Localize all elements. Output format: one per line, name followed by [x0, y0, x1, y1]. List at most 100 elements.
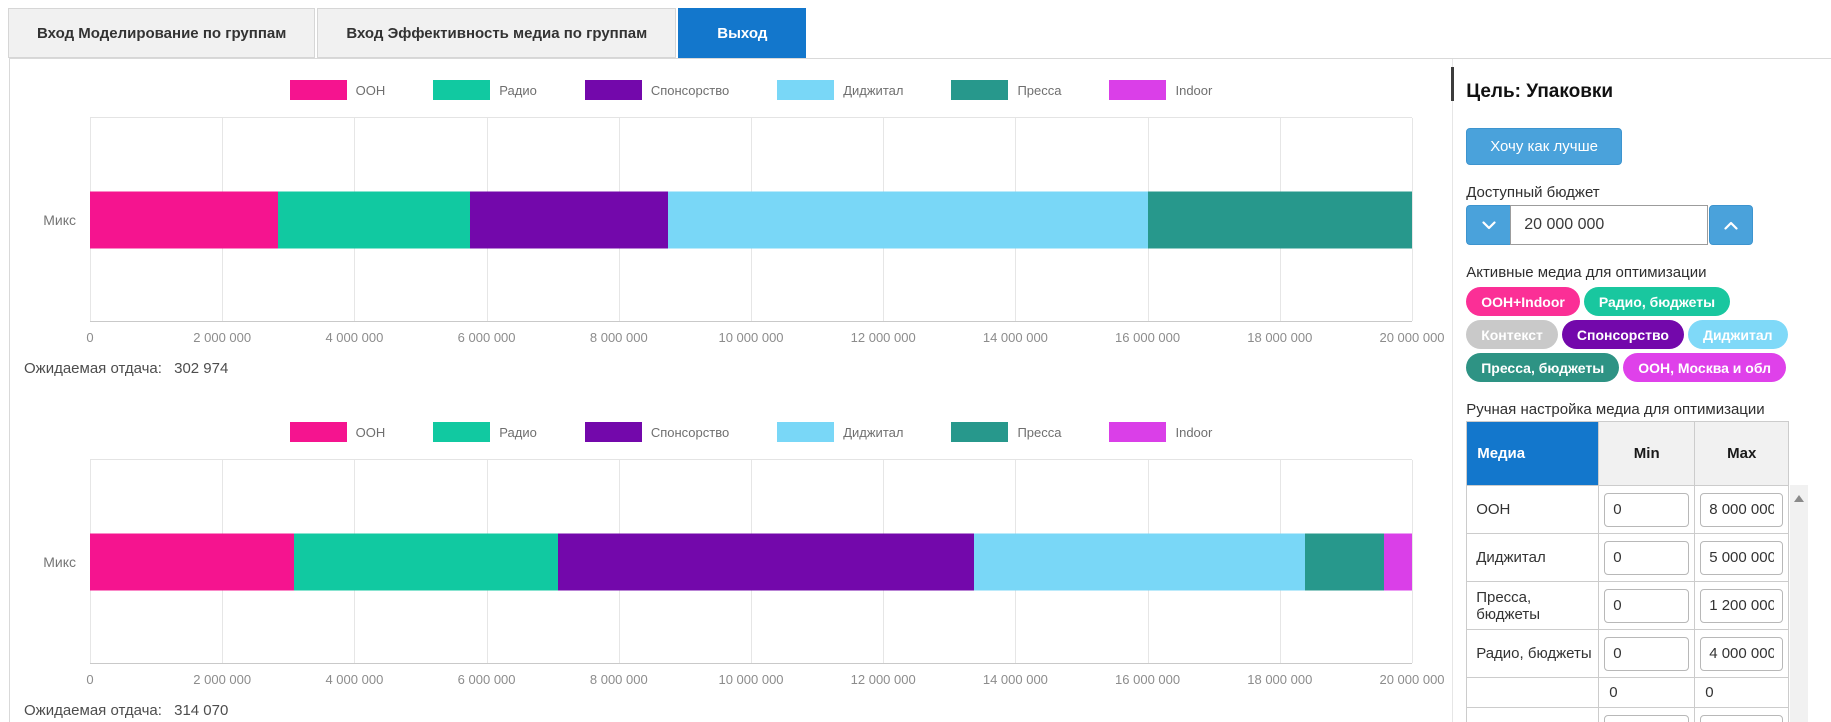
plot-area — [90, 117, 1413, 322]
optimize-button[interactable]: Хочу как лучше — [1466, 128, 1622, 165]
x-tick-label: 10 000 000 — [718, 672, 784, 687]
max-input[interactable] — [1700, 636, 1784, 671]
media-pill[interactable]: Диджитал — [1687, 320, 1788, 349]
min-cell — [1598, 629, 1696, 678]
min-cell: 0 — [1598, 677, 1696, 708]
goal-title: Цель: Упаковки — [1466, 81, 1614, 102]
table-scrollbar[interactable] — [1790, 485, 1809, 722]
media-name-cell: ООН — [1466, 485, 1600, 534]
bar-segment — [557, 533, 975, 590]
legend-swatch — [951, 422, 1009, 442]
legend-label: Радио — [499, 82, 537, 98]
bar-segment — [974, 533, 1305, 590]
media-name-cell — [1466, 677, 1600, 708]
legend-item: ООН — [289, 422, 386, 442]
tab-bar: Вход Моделирование по группам Вход Эффек… — [0, 0, 1831, 58]
legend-label: Диджитал — [843, 424, 904, 440]
max-input[interactable] — [1700, 714, 1784, 722]
x-tick-label: 6 000 000 — [457, 672, 516, 687]
legend-label: ООН — [355, 424, 386, 440]
column-header-min: Min — [1598, 421, 1696, 486]
min-input[interactable] — [1604, 492, 1690, 527]
charts-area: ООН Радио Спонсорство Диджитал Пресса Indoor … — [10, 59, 1452, 722]
legend-label: Диджитал — [843, 82, 904, 98]
bar-segment — [90, 533, 294, 590]
x-axis-ticks: 0 2 000 000 4 000 000 6 000 000 8 000 000 10 … — [86, 672, 1444, 690]
budget-decrement-button[interactable] — [1466, 205, 1511, 245]
media-pill[interactable]: Контекст — [1466, 320, 1558, 349]
budget-input[interactable] — [1510, 205, 1709, 245]
legend-label: Пресса — [1017, 424, 1062, 440]
legend-item: ООН — [289, 80, 386, 100]
legend-swatch — [433, 80, 491, 100]
x-tick-label: 4 000 000 — [325, 330, 384, 345]
legend-label: ООН — [355, 82, 386, 98]
x-tick-label: 6 000 000 — [457, 330, 516, 345]
min-cell — [1598, 485, 1696, 534]
legend-swatch — [433, 422, 491, 442]
max-cell: 0 — [1694, 677, 1790, 708]
budget-increment-button[interactable] — [1709, 205, 1754, 245]
tab-output[interactable]: Выход — [678, 8, 807, 58]
scroll-up-icon — [1794, 495, 1805, 502]
expected-return: Ожидаемая отдача: 314 070 — [24, 702, 1452, 719]
media-name-cell: Диджитал — [1466, 533, 1600, 582]
gridline — [1412, 118, 1413, 321]
min-input[interactable] — [1604, 636, 1690, 671]
min-input[interactable] — [1604, 714, 1690, 722]
mix-chart-2: ООН Радио Спонсорство Диджитал Пресса Indoor … — [10, 417, 1452, 719]
max-input[interactable] — [1700, 588, 1784, 623]
column-header-media: Медиа — [1466, 421, 1600, 486]
table-row: Спонсорство — [1466, 707, 1790, 722]
column-header-max: Max — [1694, 421, 1790, 486]
legend-swatch — [289, 80, 347, 100]
legend-swatch — [777, 422, 835, 442]
tab-input-modeling-by-groups[interactable]: Вход Моделирование по группам — [8, 8, 316, 58]
x-tick-label: 14 000 000 — [982, 330, 1048, 345]
expected-return: Ожидаемая отдача: 302 974 — [24, 360, 1452, 377]
x-tick-label: 10 000 000 — [718, 330, 784, 345]
x-tick-label: 20 000 000 — [1379, 672, 1445, 687]
legend-swatch — [584, 80, 642, 100]
active-media-pills: OOH+Indoor Радио, бюджеты Контекст Спонсорс… — [1466, 287, 1812, 382]
x-tick-label: 18 000 000 — [1247, 672, 1313, 687]
x-tick-label: 16 000 000 — [1115, 330, 1181, 345]
media-pill[interactable]: Пресса, бюджеты — [1466, 353, 1620, 382]
bar-segment — [293, 533, 558, 590]
max-input[interactable] — [1700, 540, 1784, 575]
media-pill[interactable]: Радио, бюджеты — [1583, 287, 1731, 316]
media-name-cell: Спонсорство — [1466, 707, 1600, 722]
table-row: Радио, бюджеты — [1466, 629, 1790, 678]
tab-input-media-efficiency-by-groups[interactable]: Вход Эффективность медиа по группам — [317, 8, 677, 58]
media-pill[interactable]: ООН, Москва и обл — [1623, 353, 1787, 382]
min-cell — [1598, 533, 1696, 582]
bar-segment — [1304, 533, 1385, 590]
plot-area — [90, 459, 1413, 664]
max-cell — [1694, 581, 1790, 630]
budget-label: Доступный бюджет — [1466, 184, 1600, 201]
expected-return-label: Ожидаемая отдача: — [24, 702, 162, 719]
manual-setup-label: Ручная настройка медиа для оптимизации — [1466, 401, 1765, 418]
min-input[interactable] — [1604, 588, 1690, 623]
table-row: ООН — [1466, 485, 1790, 534]
x-tick-label: 12 000 000 — [850, 672, 916, 687]
x-tick-label: 0 — [86, 672, 94, 687]
media-pill[interactable]: OOH+Indoor — [1466, 287, 1580, 316]
max-input[interactable] — [1700, 492, 1784, 527]
legend-swatch — [1109, 422, 1167, 442]
bar-segment — [668, 191, 1148, 248]
legend-item: Пресса — [951, 422, 1061, 442]
max-cell — [1694, 485, 1790, 534]
chart-legend: ООН Радио Спонсорство Диджитал Пресса Indoor — [90, 75, 1412, 105]
stacked-bar — [90, 533, 1412, 590]
legend-swatch — [289, 422, 347, 442]
chevron-down-icon — [1482, 218, 1496, 233]
chevron-up-icon — [1724, 218, 1738, 233]
media-name-cell: Пресса, бюджеты — [1466, 581, 1600, 630]
legend-swatch — [1109, 80, 1167, 100]
min-input[interactable] — [1604, 540, 1690, 575]
media-pill[interactable]: Спонсорство — [1561, 320, 1684, 349]
legend-label: Радио — [499, 424, 537, 440]
